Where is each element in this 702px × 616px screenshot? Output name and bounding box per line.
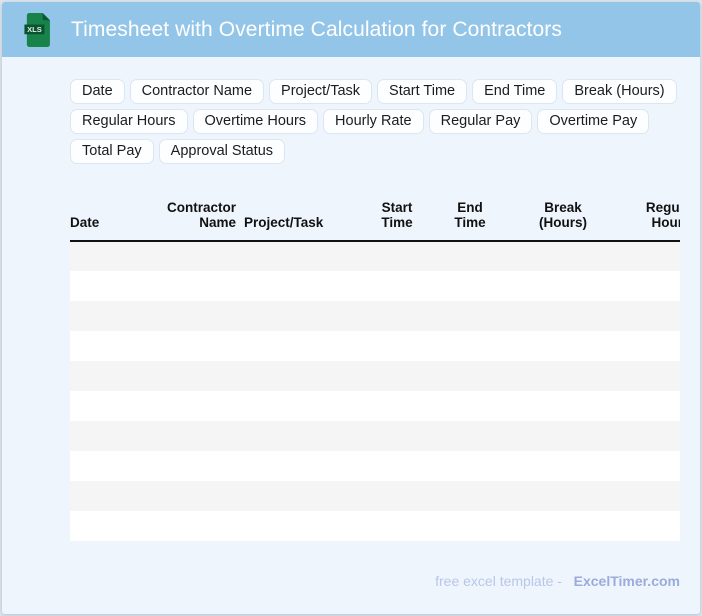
svg-text:XLS: XLS bbox=[27, 24, 42, 33]
